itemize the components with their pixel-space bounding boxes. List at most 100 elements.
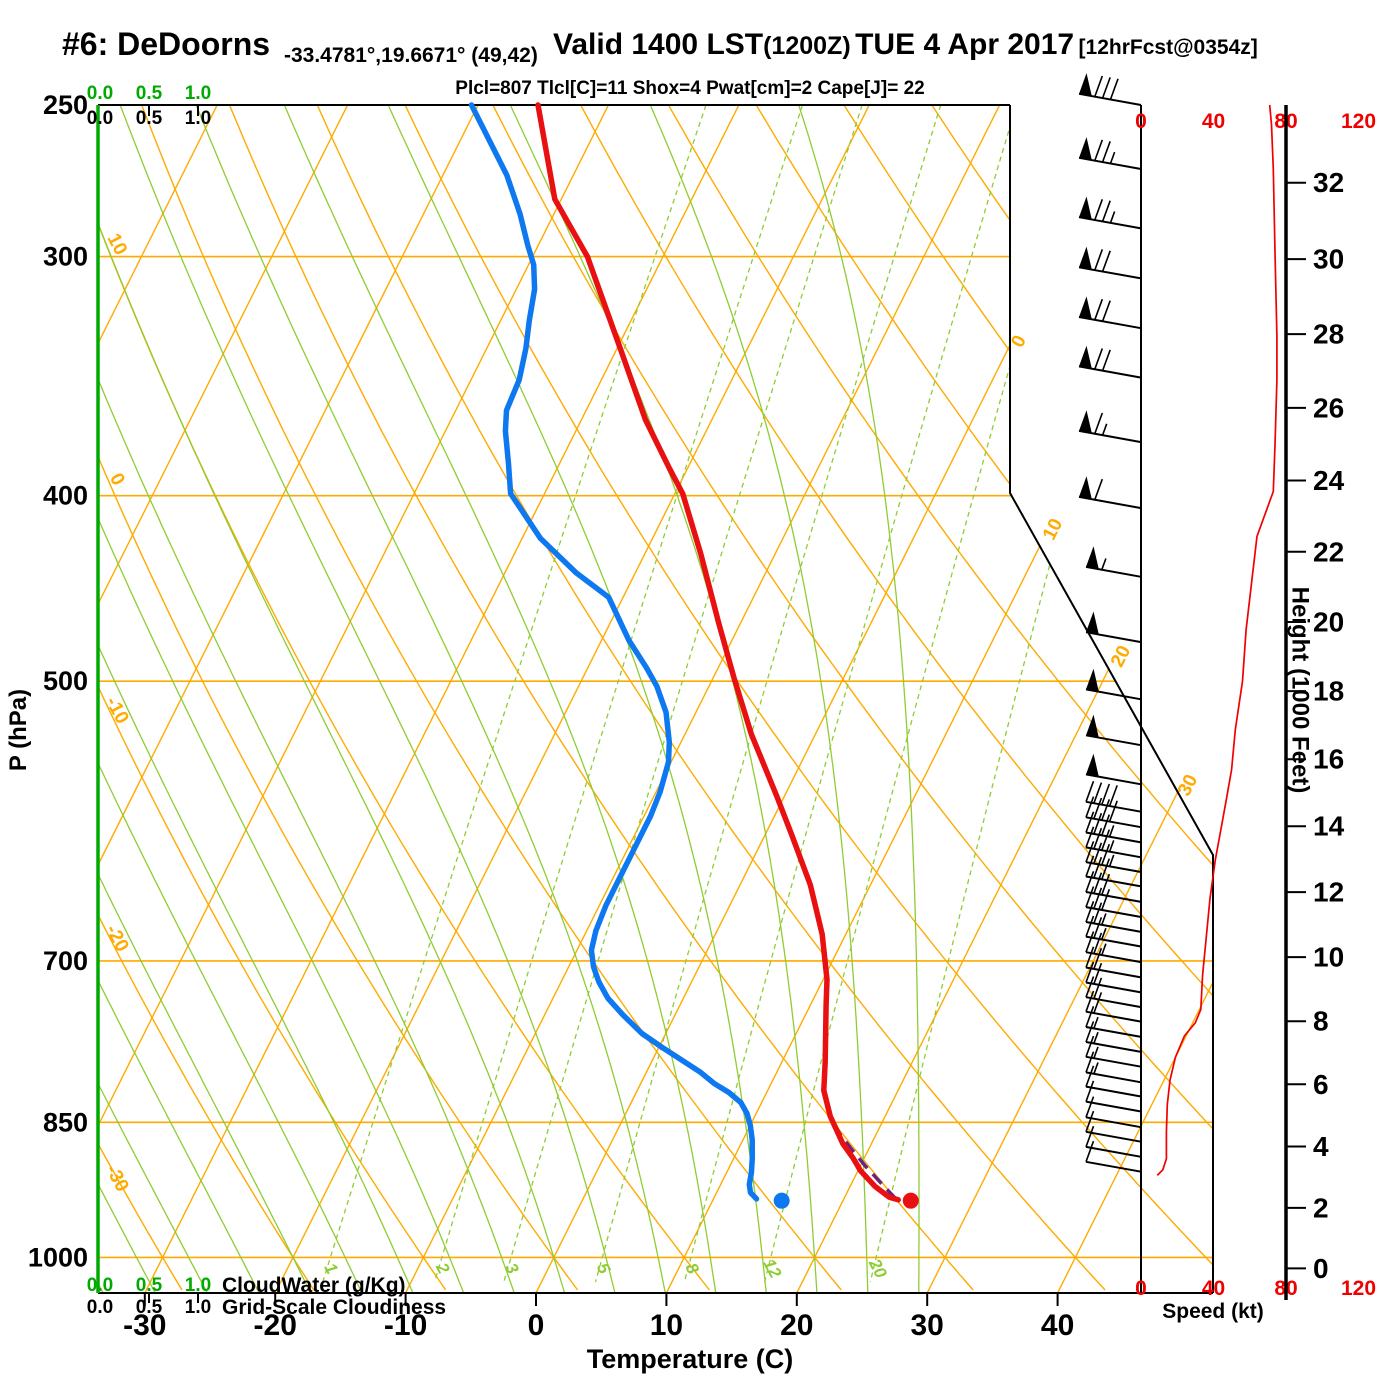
wind-barb-halffeather	[1093, 1016, 1099, 1029]
right-border	[1009, 105, 1214, 1293]
wind-barb-flag	[1079, 410, 1092, 434]
temperature-tick-label: -20	[254, 1309, 297, 1342]
wind-barb-feather	[1093, 947, 1103, 970]
cloudwater-scale-bottom-green: 0.0	[87, 1275, 113, 1296]
height-tick-label: 10	[1313, 942, 1344, 973]
wind-barb-feather	[1085, 886, 1095, 908]
wind-barb-feather	[1085, 990, 1095, 1012]
wind-barb-feather	[1101, 814, 1111, 836]
cloudiness-label: Grid-Scale Cloudiness	[222, 1296, 447, 1319]
cloudiness-scale-top-black: 1.0	[185, 108, 211, 129]
wind-barb-feather	[1093, 782, 1103, 804]
cloudiness-scale-bottom-black: 0.5	[136, 1297, 163, 1318]
wind-barb-feather	[1085, 871, 1095, 893]
wind-barb-feather	[1094, 412, 1104, 434]
wind-barb-feather	[1101, 200, 1111, 222]
valid-time: Valid 1400 LST	[553, 28, 764, 61]
temperature-tick-label: 10	[650, 1309, 683, 1342]
pressure-tick-label: 300	[43, 242, 88, 272]
moist-adiabats	[98, 105, 920, 1293]
moist-adiabat-line	[98, 105, 209, 1293]
station-coordinates: -33.4781°,19.6671° (49,42)	[284, 44, 538, 67]
wind-barb-staff	[1085, 996, 1142, 1009]
moist-adiabat-line	[98, 105, 414, 1293]
wind-barb-staff	[1085, 816, 1142, 829]
isotherm-label: 20	[1107, 642, 1135, 670]
wind-barb-staff	[1085, 688, 1142, 701]
wind-barb-feather	[1085, 901, 1095, 923]
dry-adiabat-line	[667, 105, 1213, 1291]
cloudiness-scale-top-black: 0.0	[87, 108, 113, 129]
wind-barb-feather	[1085, 1051, 1095, 1073]
speed-curve	[1156, 104, 1278, 1176]
mixing-ratio-label: 20	[864, 1255, 890, 1282]
wind-barb-staff	[1085, 831, 1142, 844]
moist-adiabat-line	[649, 105, 869, 1293]
wind-barb-halffeather	[1093, 1062, 1099, 1075]
wind-barb-feather	[1101, 799, 1111, 821]
wind-barb-staff	[1085, 875, 1142, 888]
wind-barb-staff	[1085, 773, 1142, 786]
height-tick-label: 22	[1313, 536, 1344, 567]
wind-barb-feather	[1101, 77, 1111, 99]
wind-barb-staff	[1085, 1160, 1142, 1173]
cloudiness-scale-bottom-black: 1.0	[185, 1297, 211, 1318]
sounding-parameters: Plcl=807 Tlcl[C]=11 Shox=4 Pwat[cm]=2 Ca…	[455, 78, 925, 99]
wind-barb-staff	[1085, 981, 1142, 994]
speed-tick-label-top: 120	[1341, 110, 1376, 133]
wind-barb-feather	[1085, 1006, 1095, 1028]
wind-barb-staff	[1085, 800, 1142, 813]
wind-barb-feather	[1093, 812, 1103, 835]
height-tick-label: 24	[1313, 465, 1345, 496]
wind-barb-staff	[1085, 1055, 1142, 1068]
isotherms	[98, 105, 1213, 1293]
moist-adiabat-line	[98, 105, 261, 1293]
height-axis-label: Height (1000 Feet)	[1286, 586, 1314, 794]
moist-adiabat-line	[195, 105, 667, 1293]
dewpoint-profile	[468, 102, 790, 1209]
wind-barb-halffeather	[1108, 854, 1115, 867]
wind-barb-staff	[1085, 906, 1142, 918]
wind-barb-staff	[1085, 1071, 1142, 1084]
wind-barb-feather	[1093, 797, 1103, 819]
wind-barb-feather	[1085, 946, 1095, 968]
wind-barb-feather	[1101, 889, 1111, 911]
pressure-gridlines	[98, 255, 1213, 1259]
isotherm-line	[796, 105, 1213, 1293]
wind-barb-feather	[1085, 780, 1095, 803]
wind-barb-feather	[1094, 249, 1104, 271]
dry-adiabat-line	[492, 105, 1213, 1291]
wind-barb-staff	[1085, 951, 1142, 964]
wind-barb-staff	[1085, 631, 1142, 644]
dry-adiabat-line	[755, 105, 1213, 1291]
mixing-ratio-line	[503, 105, 863, 1283]
moist-adiabat-line	[798, 105, 920, 1293]
wind-barb-feather	[1085, 1125, 1095, 1148]
wind-barb-staff	[1085, 891, 1142, 903]
isotherm-label: 30	[1174, 771, 1202, 799]
moist-adiabat-line	[387, 105, 768, 1293]
wind-barb-feather	[1101, 829, 1111, 851]
wind-barb-feather	[1093, 872, 1103, 894]
wind-barb-feather	[1093, 887, 1103, 909]
wind-barb-feather	[1085, 915, 1095, 937]
wind-barb-feather	[1093, 842, 1103, 864]
wind-barb-feather	[1093, 902, 1103, 924]
moist-adiabat-line	[98, 105, 465, 1293]
wind-barb-flag	[1079, 345, 1092, 369]
height-tick-label: 20	[1313, 607, 1344, 638]
speed-profile	[1156, 104, 1278, 1176]
wind-barb-flag	[1079, 137, 1092, 161]
pressure-tick-labels: 250 300 400 500 700 850 1000	[28, 90, 88, 1272]
isotherm-line	[98, 105, 218, 1293]
wind-barb-feather	[1101, 141, 1111, 163]
speed-tick-label-bottom: 0	[1135, 1277, 1147, 1300]
mixing-ratio-line	[683, 105, 1018, 1283]
wind-barb-feather	[1093, 827, 1103, 850]
wind-barb-feather	[1101, 783, 1111, 805]
dry-adiabat-line	[98, 105, 183, 1291]
wind-barb-feather	[1101, 250, 1111, 272]
wind-barb-feather	[1085, 1110, 1095, 1133]
wind-barb-feather	[1085, 855, 1095, 877]
